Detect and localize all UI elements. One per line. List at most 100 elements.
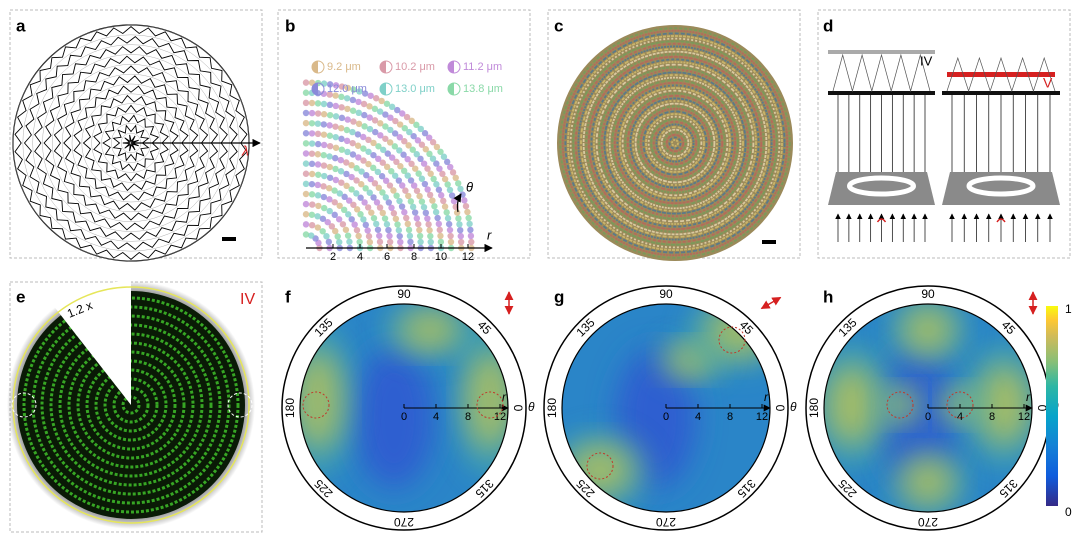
unit-cell xyxy=(336,190,343,197)
unit-cell xyxy=(418,175,426,182)
unit-cell xyxy=(331,187,338,194)
unit-cell xyxy=(391,172,399,179)
texture-ring xyxy=(671,139,679,147)
unit-cell xyxy=(348,161,355,169)
texture-ring xyxy=(619,87,731,199)
unit-cell xyxy=(400,151,407,158)
unit-cell xyxy=(461,197,468,204)
unit-cell xyxy=(338,104,345,111)
unit-cell xyxy=(320,121,327,128)
unit-cell xyxy=(353,190,360,197)
unit-cell xyxy=(388,103,396,111)
unit-cell xyxy=(314,120,322,127)
unit-cell xyxy=(320,111,328,118)
unit-cell xyxy=(342,226,350,233)
unit-cell xyxy=(424,186,431,193)
unit-cell xyxy=(348,216,355,223)
unit-cell xyxy=(391,143,399,150)
texture-ring xyxy=(642,110,708,176)
legend-icon xyxy=(380,61,386,73)
unit-cell xyxy=(326,111,334,119)
unit-cell xyxy=(441,203,449,210)
theta-arrow xyxy=(453,193,462,213)
unit-cell xyxy=(413,187,421,194)
unit-cell xyxy=(407,177,415,184)
layer-tag: V xyxy=(1043,75,1053,91)
annotation: λ xyxy=(241,143,249,159)
texture-ring xyxy=(611,79,739,207)
unit-cell xyxy=(357,194,364,201)
unit-cell xyxy=(409,146,416,153)
unit-cell xyxy=(353,165,360,172)
unit-cell xyxy=(355,98,362,106)
unit-cell xyxy=(326,81,334,88)
scale-bar xyxy=(222,237,236,241)
unit-cell xyxy=(374,168,381,176)
unit-cell xyxy=(343,95,351,102)
unit-cell xyxy=(338,179,345,186)
unit-cell xyxy=(314,130,322,138)
scale-bar xyxy=(222,512,236,516)
r-tick-label: 12 xyxy=(1018,411,1030,423)
unit-cell xyxy=(382,123,389,130)
unit-cell xyxy=(364,227,371,234)
unit-cell xyxy=(396,121,404,128)
green-ring xyxy=(76,350,186,460)
r-label: r xyxy=(764,390,769,404)
unit-cell xyxy=(325,238,333,246)
unit-cell xyxy=(403,113,411,121)
unit-cell xyxy=(332,144,340,151)
mid-region xyxy=(877,382,923,428)
unit-cell xyxy=(466,220,473,228)
unit-cell xyxy=(339,221,347,228)
unit-cell xyxy=(341,193,348,201)
legend-icon xyxy=(380,83,386,95)
unit-cell xyxy=(315,171,322,178)
r-tick-label: 12 xyxy=(756,411,768,423)
green-ring xyxy=(40,314,222,496)
unit-cell xyxy=(308,191,316,198)
unit-cell xyxy=(424,165,431,172)
unit-cell xyxy=(434,214,441,222)
quarter-pattern xyxy=(302,79,475,252)
unit-cell xyxy=(444,215,452,222)
r-tick-label: 2 xyxy=(330,251,336,263)
panel-label: d xyxy=(823,16,833,35)
unit-cell xyxy=(377,120,384,127)
unit-cell xyxy=(446,186,454,194)
unit-cell xyxy=(325,185,333,192)
microscope-image xyxy=(7,281,255,529)
unit-cell xyxy=(425,134,433,141)
texture-ring xyxy=(632,100,718,186)
unit-cell xyxy=(314,192,322,199)
legend-icon-ring xyxy=(447,60,461,74)
unit-cell xyxy=(404,172,411,179)
unit-cell xyxy=(331,211,338,219)
unit-cell xyxy=(397,238,404,246)
unit-cell xyxy=(361,123,368,130)
unit-cell xyxy=(457,238,465,246)
unit-cell xyxy=(355,109,362,117)
unit-cell xyxy=(348,186,355,193)
unit-cell xyxy=(433,181,440,188)
panel-label: a xyxy=(16,16,26,35)
unit-cell xyxy=(433,160,440,167)
legend-icon xyxy=(312,83,318,95)
unit-cell xyxy=(378,173,386,180)
unit-cell xyxy=(406,232,414,240)
unit-cell xyxy=(332,123,339,130)
unit-cell xyxy=(409,203,417,211)
texture-ring xyxy=(564,32,786,254)
unit-cell xyxy=(338,93,345,101)
unit-cell xyxy=(355,120,363,128)
unit-cell xyxy=(448,192,456,199)
unit-cell xyxy=(302,200,310,208)
unit-cell xyxy=(370,139,377,147)
texture-ring xyxy=(577,45,773,241)
texture-ring xyxy=(587,55,763,231)
r-tick-label: 4 xyxy=(433,411,439,423)
legend-label: 13.8 μm xyxy=(463,83,503,95)
unit-cell xyxy=(349,96,357,104)
unit-cell xyxy=(427,170,434,177)
unit-cell xyxy=(326,153,333,160)
